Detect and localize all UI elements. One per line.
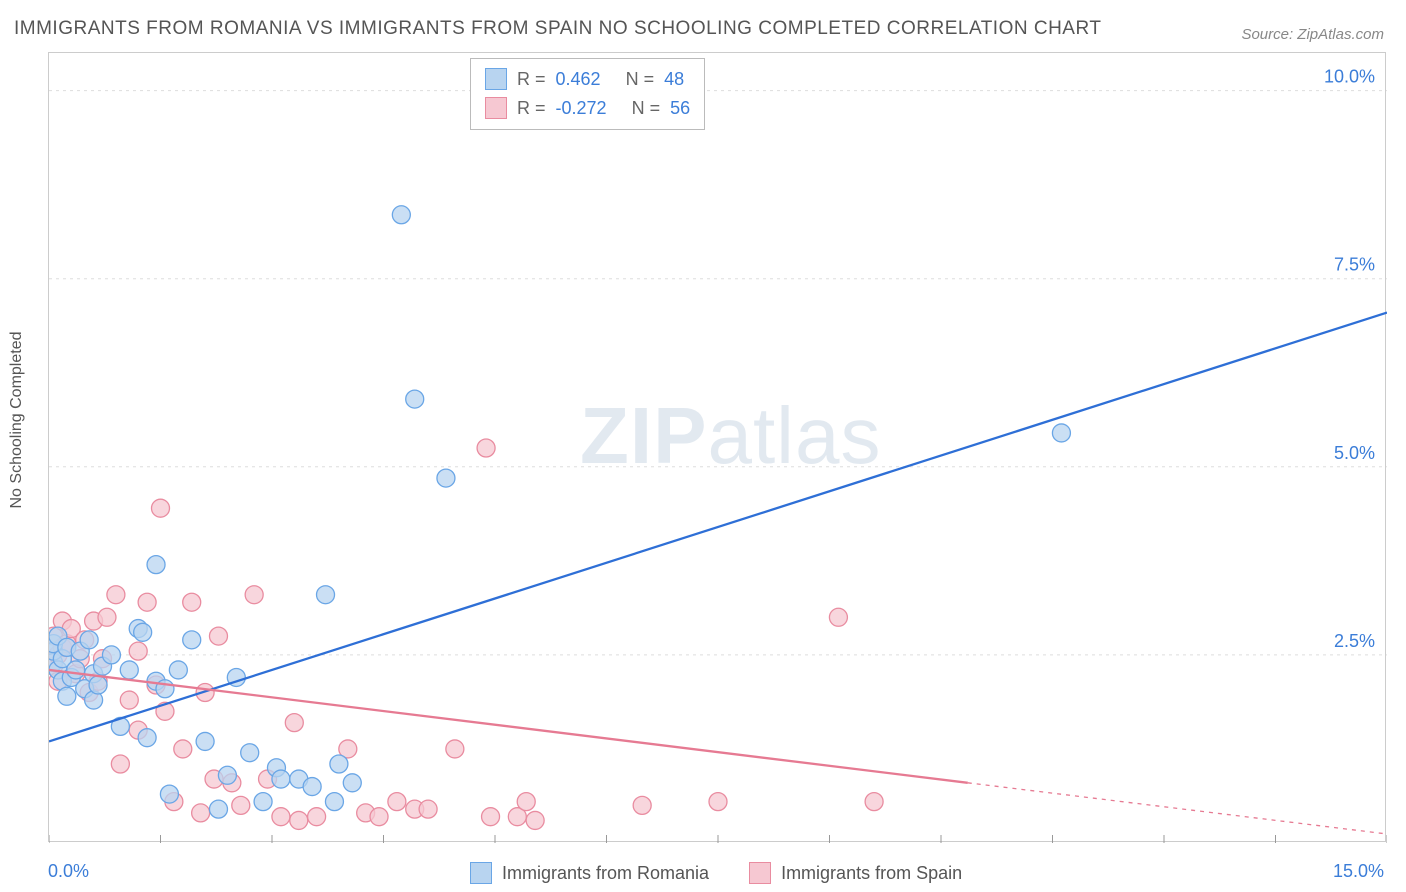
x-axis-min-label: 0.0% (48, 861, 89, 882)
legend-series-box: Immigrants from Romania Immigrants from … (470, 862, 962, 884)
legend-item-romania: Immigrants from Romania (470, 862, 709, 884)
y-axis-label: No Schooling Completed (8, 332, 26, 509)
svg-text:5.0%: 5.0% (1334, 443, 1375, 463)
legend-item-spain: Immigrants from Spain (749, 862, 962, 884)
legend-swatch-spain-bottom (749, 862, 771, 884)
chart-title: IMMIGRANTS FROM ROMANIA VS IMMIGRANTS FR… (14, 18, 1101, 40)
legend-row-spain: R = -0.272 N = 56 (485, 94, 690, 123)
legend-swatch-romania-bottom (470, 862, 492, 884)
legend-row-romania: R = 0.462 N = 48 (485, 65, 690, 94)
source-attribution: Source: ZipAtlas.com (1241, 26, 1384, 43)
legend-label-romania: Immigrants from Romania (502, 863, 709, 884)
svg-text:10.0%: 10.0% (1324, 67, 1375, 87)
chart-svg: 2.5% 5.0% 7.5% 10.0% (49, 53, 1387, 843)
legend-swatch-spain (485, 97, 507, 119)
legend-correlation-box: R = 0.462 N = 48 R = -0.272 N = 56 (470, 58, 705, 130)
svg-text:7.5%: 7.5% (1334, 255, 1375, 275)
chart-plot-area: 2.5% 5.0% 7.5% 10.0% (48, 52, 1386, 842)
svg-text:2.5%: 2.5% (1334, 631, 1375, 651)
x-axis-max-label: 15.0% (1333, 861, 1384, 882)
legend-swatch-romania (485, 68, 507, 90)
legend-label-spain: Immigrants from Spain (781, 863, 962, 884)
